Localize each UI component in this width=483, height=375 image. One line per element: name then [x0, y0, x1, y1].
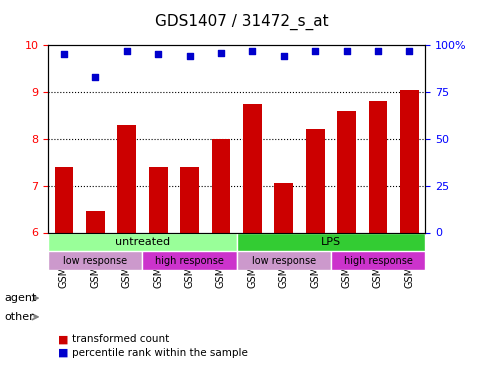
Text: high response: high response — [155, 256, 224, 266]
Text: agent: agent — [5, 293, 37, 303]
Bar — [117, 124, 136, 232]
Bar — [86, 211, 105, 232]
Text: other: other — [5, 312, 35, 322]
FancyBboxPatch shape — [331, 251, 425, 270]
FancyBboxPatch shape — [237, 251, 331, 270]
Point — [92, 74, 99, 80]
Point — [123, 48, 130, 54]
Point — [406, 48, 413, 54]
Text: high response: high response — [343, 256, 412, 266]
Bar — [400, 90, 419, 232]
FancyBboxPatch shape — [48, 232, 237, 251]
Text: ■: ■ — [58, 334, 69, 344]
Bar — [180, 167, 199, 232]
Bar — [149, 167, 168, 232]
Bar — [337, 111, 356, 232]
Bar — [369, 101, 387, 232]
Text: LPS: LPS — [321, 237, 341, 247]
Text: percentile rank within the sample: percentile rank within the sample — [72, 348, 248, 357]
Bar — [274, 183, 293, 232]
Point — [217, 50, 225, 55]
Bar — [306, 129, 325, 232]
Text: untreated: untreated — [115, 237, 170, 247]
Text: transformed count: transformed count — [72, 334, 170, 344]
Bar — [243, 104, 262, 232]
Text: low response: low response — [63, 256, 128, 266]
Point — [185, 53, 193, 59]
Point — [374, 48, 382, 54]
Text: low response: low response — [252, 256, 316, 266]
FancyBboxPatch shape — [237, 232, 425, 251]
Point — [343, 48, 351, 54]
Point — [155, 51, 162, 57]
Text: ■: ■ — [58, 348, 69, 357]
Point — [280, 53, 288, 59]
Point — [249, 48, 256, 54]
Point — [312, 48, 319, 54]
FancyBboxPatch shape — [142, 251, 237, 270]
FancyBboxPatch shape — [48, 251, 142, 270]
Bar — [55, 167, 73, 232]
Bar — [212, 139, 230, 232]
Text: GDS1407 / 31472_s_at: GDS1407 / 31472_s_at — [155, 14, 328, 30]
Point — [60, 51, 68, 57]
